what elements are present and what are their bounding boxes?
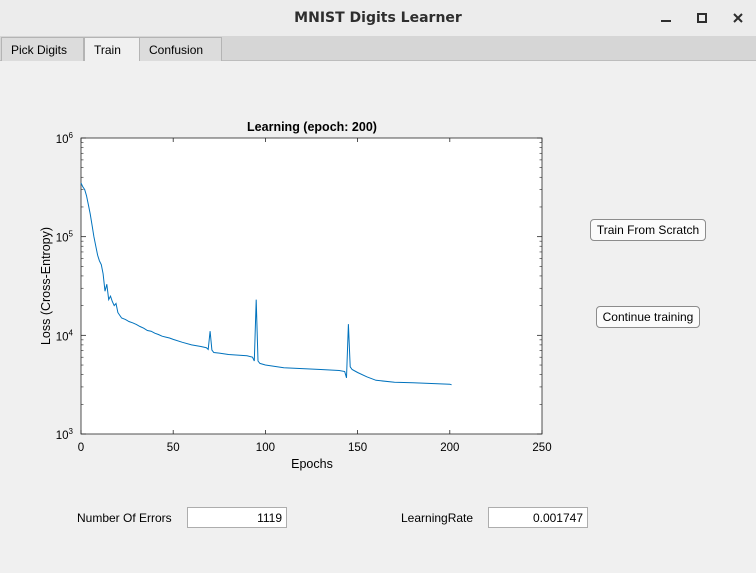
x-tick-label: 50 (167, 442, 180, 454)
chart-title: Learning (epoch: 200) (247, 120, 377, 134)
tab-bar: Pick Digits Train Confusion (0, 36, 756, 62)
title-bar: MNIST Digits Learner (0, 0, 756, 36)
close-button[interactable] (720, 0, 756, 36)
minimize-button[interactable] (648, 0, 684, 36)
train-from-scratch-button[interactable]: Train From Scratch (590, 219, 706, 241)
close-icon (733, 13, 743, 23)
continue-training-button[interactable]: Continue training (596, 306, 700, 328)
learning-rate-label: LearningRate (401, 511, 474, 525)
train-panel: Learning (epoch: 200) 0 50 100 150 200 250 10… (0, 61, 756, 573)
y-tick-label: 106 (56, 131, 74, 146)
loss-line (80, 182, 452, 386)
maximize-icon (697, 13, 707, 23)
errors-label: Number Of Errors (77, 511, 172, 525)
y-tick-label: 104 (56, 328, 74, 343)
minimize-icon (661, 20, 671, 22)
y-tick-label: 103 (56, 427, 74, 442)
errors-field[interactable] (187, 507, 287, 528)
x-tick-label: 250 (532, 442, 551, 454)
learning-chart: Learning (epoch: 200) 0 50 100 150 200 250 10… (39, 120, 552, 471)
y-tick-label: 105 (56, 230, 74, 245)
x-axis-label: Epochs (291, 457, 333, 471)
x-tick-label: 0 (78, 442, 84, 454)
x-tick-label: 200 (440, 442, 459, 454)
maximize-button[interactable] (684, 0, 720, 36)
learning-rate-field[interactable] (488, 507, 588, 528)
window-controls (648, 0, 756, 36)
y-axis-label: Loss (Cross-Entropy) (39, 227, 53, 345)
tab-pick-digits[interactable]: Pick Digits (1, 37, 84, 61)
plot-area (80, 137, 543, 435)
tab-confusion[interactable]: Confusion (139, 37, 222, 61)
window-title: MNIST Digits Learner (294, 10, 462, 26)
tab-train[interactable]: Train (84, 37, 140, 62)
x-tick-label: 100 (256, 442, 275, 454)
x-tick-label: 150 (348, 442, 367, 454)
